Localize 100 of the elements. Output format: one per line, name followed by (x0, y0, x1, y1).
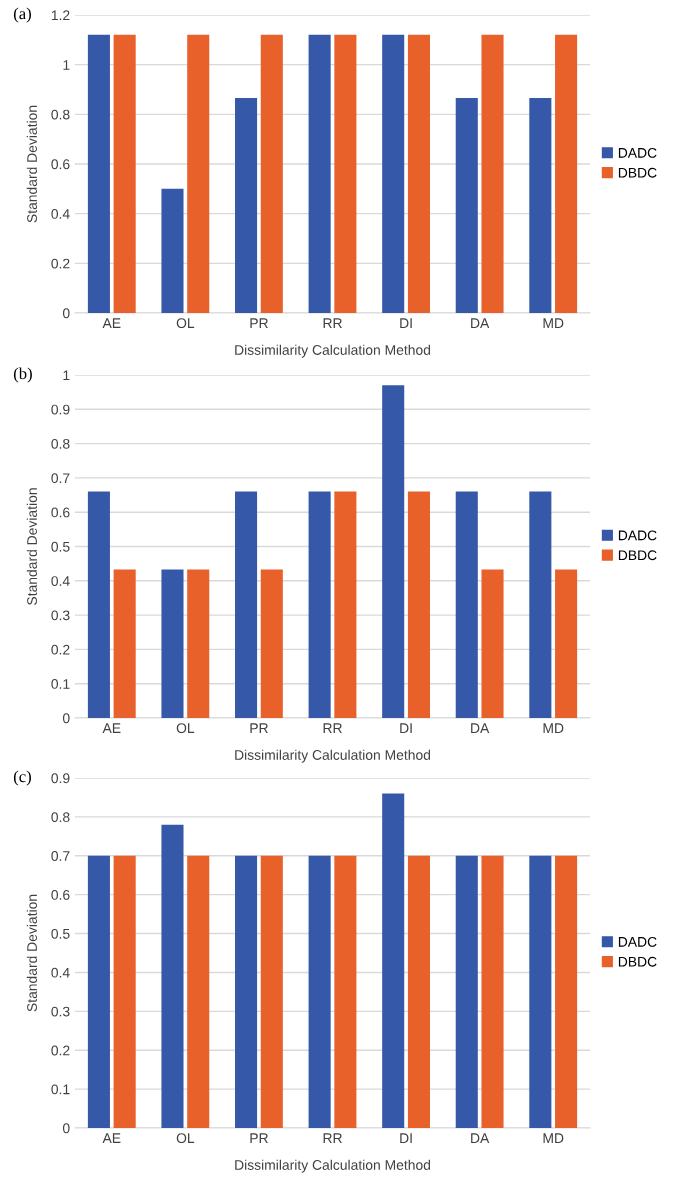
y-tick-label: 0 (62, 308, 70, 319)
bar (235, 97, 258, 313)
y-axis-title: Standard Deviation (26, 488, 37, 605)
y-tick-label: 0.3 (51, 1006, 70, 1017)
bar (382, 34, 405, 313)
x-tick-label: DI (400, 318, 412, 328)
y-tick-label: 0.9 (51, 773, 70, 784)
bar (260, 34, 283, 313)
bar (161, 188, 184, 313)
bar (334, 491, 357, 718)
bar (113, 855, 136, 1128)
y-tick-label: 1 (63, 60, 70, 70)
x-axis-title: Dissimilarity Calculation Method (235, 749, 431, 763)
bar (308, 34, 331, 313)
y-tick-label: 0.8 (51, 109, 70, 120)
bar (187, 855, 210, 1128)
bar (87, 491, 110, 718)
bar (235, 855, 258, 1128)
bar (334, 855, 357, 1128)
x-axis-title: Dissimilarity Calculation Method (235, 1159, 431, 1173)
legend-label: DADC (618, 530, 657, 541)
bar (260, 855, 283, 1128)
bar (455, 97, 478, 313)
bar (555, 34, 578, 313)
y-tick-label: 0 (62, 1123, 70, 1134)
x-axis-title: Dissimilarity Calculation Method (235, 344, 431, 358)
bar (308, 855, 331, 1128)
y-tick-label: 0.6 (51, 159, 70, 170)
bar (161, 824, 184, 1128)
y-tick-label: 0.1 (51, 1084, 70, 1095)
bar (455, 855, 478, 1128)
bar (87, 34, 110, 313)
y-tick-label: 1.2 (51, 10, 70, 21)
bar (481, 855, 504, 1128)
bar (260, 569, 283, 718)
bar (407, 855, 430, 1128)
y-tick-label: 1 (63, 370, 70, 381)
bar (87, 855, 110, 1128)
legend-label: DBDC (618, 956, 657, 967)
x-tick-label: DA (471, 318, 490, 328)
bar (529, 855, 552, 1128)
y-tick-label: 0.4 (51, 967, 70, 978)
x-tick-label: DA (471, 1133, 490, 1143)
x-tick-label: MD (543, 723, 564, 733)
bar (334, 34, 357, 313)
x-tick-label: MD (543, 318, 564, 328)
y-tick-label: 0.4 (51, 209, 70, 219)
bar (113, 34, 136, 313)
legend-label: DBDC (618, 550, 657, 561)
x-tick-label: PR (250, 723, 268, 733)
bar (455, 491, 478, 718)
x-tick-label: RR (323, 1133, 342, 1143)
bar (407, 491, 430, 718)
bar (308, 491, 331, 718)
y-tick-label: 0.2 (51, 1045, 70, 1056)
x-tick-label: OL (176, 318, 195, 329)
y-axis-title: Standard Deviation (26, 894, 37, 1012)
x-tick-label: OL (176, 1133, 195, 1144)
bar (529, 97, 552, 313)
bar (529, 491, 552, 718)
x-tick-label: PR (250, 1133, 268, 1143)
y-tick-label: 0.7 (51, 851, 70, 861)
y-tick-label: 0 (62, 713, 70, 724)
x-tick-label: DI (400, 723, 412, 733)
y-tick-label: 0.5 (51, 928, 70, 939)
y-tick-label: 0.6 (51, 507, 70, 518)
bar (382, 793, 405, 1128)
x-tick-label: RR (323, 318, 342, 328)
y-tick-label: 0.2 (51, 258, 70, 269)
x-tick-label: MD (543, 1133, 564, 1143)
bar (481, 34, 504, 313)
bar (407, 34, 430, 313)
bar (161, 569, 184, 718)
y-tick-label: 0.8 (51, 812, 70, 823)
x-tick-label: AE (102, 1133, 121, 1143)
y-tick-label: 0.5 (51, 541, 70, 552)
y-tick-label: 0.1 (51, 679, 70, 689)
legend-label: DBDC (618, 167, 657, 178)
y-tick-label: 0.7 (51, 473, 70, 484)
text: (c) (13, 770, 31, 786)
bar (235, 491, 258, 718)
y-tick-label: 0.2 (51, 644, 70, 655)
y-tick-label: 0.8 (51, 438, 70, 449)
bar (382, 385, 405, 718)
bar (187, 34, 210, 313)
y-tick-label: 0.9 (51, 404, 70, 415)
x-tick-label: RR (323, 723, 342, 733)
bar (555, 569, 578, 718)
legend-label: DADC (618, 936, 657, 947)
y-tick-label: 0.4 (51, 576, 70, 586)
x-tick-label: DA (471, 723, 490, 733)
bar (481, 569, 504, 718)
x-tick-label: PR (250, 318, 268, 328)
x-tick-label: AE (102, 318, 121, 328)
x-tick-label: OL (176, 723, 195, 734)
x-tick-label: AE (102, 723, 121, 733)
text: (b) (13, 367, 32, 383)
y-axis-title: Standard Deviation (26, 105, 37, 223)
y-tick-label: 0.6 (51, 890, 70, 900)
text: (a) (13, 7, 31, 23)
